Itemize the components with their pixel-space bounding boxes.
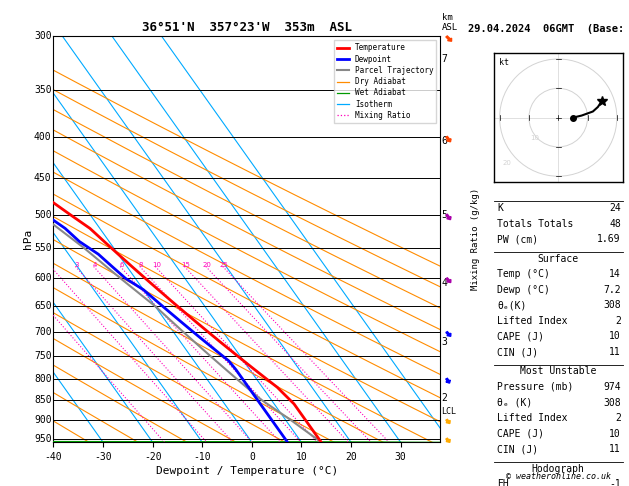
Text: 2: 2 [441,393,447,403]
Text: 20: 20 [203,261,211,268]
Text: 15: 15 [181,261,190,268]
Text: hPa: hPa [23,229,33,249]
Text: Hodograph: Hodograph [532,464,585,474]
Text: 850: 850 [34,395,52,405]
Text: Temp (°C): Temp (°C) [497,269,550,279]
Text: kt: kt [499,58,509,67]
Text: -1: -1 [609,479,621,486]
Text: 308: 308 [603,398,621,408]
Text: Lifted Index: Lifted Index [497,316,567,326]
Text: 7.2: 7.2 [603,285,621,295]
Text: CIN (J): CIN (J) [497,347,538,357]
Text: 450: 450 [34,173,52,183]
Text: 500: 500 [34,209,52,220]
Text: 20: 20 [503,159,511,166]
Text: Dewp (°C): Dewp (°C) [497,285,550,295]
Text: 974: 974 [603,382,621,392]
Text: 10: 10 [152,261,161,268]
Text: 650: 650 [34,301,52,311]
Text: 950: 950 [34,434,52,444]
Text: 36°51'N  357°23'W  353m  ASL: 36°51'N 357°23'W 353m ASL [142,21,352,34]
Text: 7: 7 [441,54,447,64]
Text: 11: 11 [609,347,621,357]
Text: km
ASL: km ASL [442,13,459,33]
Text: © weatheronline.co.uk: © weatheronline.co.uk [506,472,611,481]
Text: θₑ (K): θₑ (K) [497,398,532,408]
Text: CAPE (J): CAPE (J) [497,429,544,439]
Text: 2: 2 [615,413,621,423]
Text: 2: 2 [615,316,621,326]
Text: K: K [497,203,503,213]
Text: 5: 5 [441,209,447,220]
Text: Totals Totals: Totals Totals [497,219,573,229]
Text: 600: 600 [34,273,52,283]
Text: 10: 10 [609,331,621,342]
X-axis label: Dewpoint / Temperature (°C): Dewpoint / Temperature (°C) [156,466,338,476]
Text: 700: 700 [34,327,52,337]
Text: EH: EH [497,479,509,486]
Text: LCL: LCL [441,407,456,417]
Text: 4: 4 [92,261,97,268]
Text: θₑ(K): θₑ(K) [497,300,526,311]
Text: 10: 10 [530,135,540,140]
Text: Lifted Index: Lifted Index [497,413,567,423]
Text: CIN (J): CIN (J) [497,444,538,454]
Text: 308: 308 [603,300,621,311]
Text: 6: 6 [441,136,447,146]
Text: CAPE (J): CAPE (J) [497,331,544,342]
Text: 14: 14 [609,269,621,279]
Text: Surface: Surface [538,254,579,264]
Text: 3: 3 [74,261,79,268]
Text: Mixing Ratio (g/kg): Mixing Ratio (g/kg) [470,188,480,291]
Text: 48: 48 [609,219,621,229]
Text: 300: 300 [34,32,52,41]
Text: 400: 400 [34,132,52,142]
Text: Pressure (mb): Pressure (mb) [497,382,573,392]
Text: 4: 4 [441,278,447,288]
Text: 10: 10 [609,429,621,439]
Text: 800: 800 [34,374,52,383]
Text: 550: 550 [34,243,52,253]
Text: 350: 350 [34,85,52,95]
Text: 25: 25 [220,261,228,268]
Text: 8: 8 [138,261,143,268]
Text: 29.04.2024  06GMT  (Base: 18): 29.04.2024 06GMT (Base: 18) [467,24,629,34]
Text: PW (cm): PW (cm) [497,234,538,244]
Text: 1.69: 1.69 [598,234,621,244]
Text: 900: 900 [34,415,52,425]
Text: 6: 6 [119,261,123,268]
Text: Most Unstable: Most Unstable [520,366,596,377]
Text: 11: 11 [609,444,621,454]
Text: 750: 750 [34,351,52,361]
Text: 3: 3 [441,337,447,347]
Legend: Temperature, Dewpoint, Parcel Trajectory, Dry Adiabat, Wet Adiabat, Isotherm, Mi: Temperature, Dewpoint, Parcel Trajectory… [334,40,437,123]
Text: 24: 24 [609,203,621,213]
